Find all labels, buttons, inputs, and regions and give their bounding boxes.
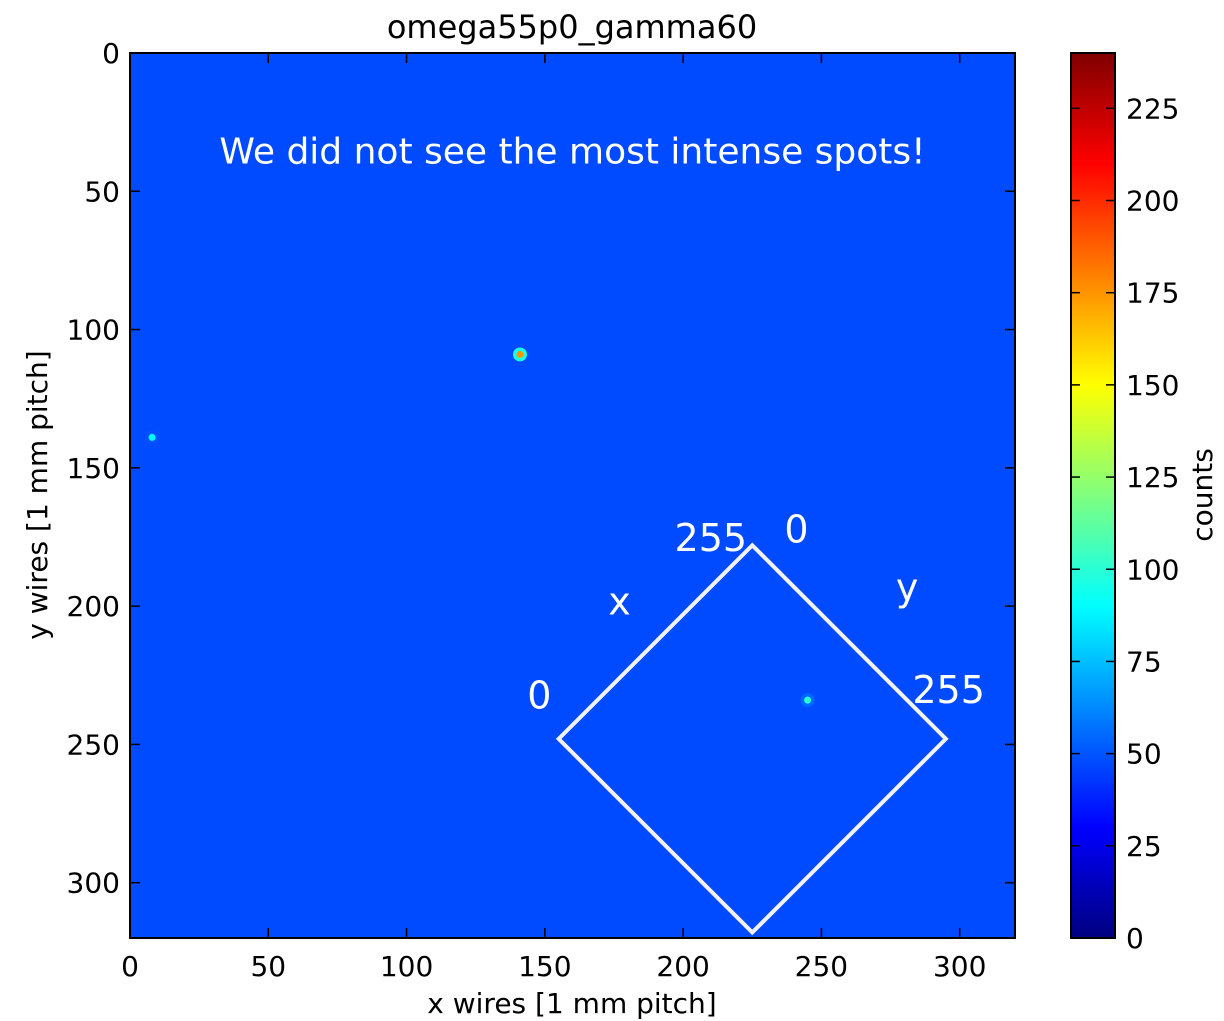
x-tick-label-3: 150 xyxy=(518,950,571,983)
x-tick-label-6: 300 xyxy=(933,950,986,983)
diamond-label-2: x xyxy=(608,579,631,623)
y-tick-label-0: 0 xyxy=(102,37,120,70)
spot-1 xyxy=(148,433,156,441)
y-axis: 0 50 100 150 200 250 300 xyxy=(67,37,1015,900)
x-tick-label-2: 100 xyxy=(380,950,433,983)
diamond-label-5: 255 xyxy=(912,668,985,712)
chart-title: omega55p0_gamma60 xyxy=(387,8,757,46)
colorbar-tick-label-4: 100 xyxy=(1126,553,1179,586)
y-axis-label: y wires [1 mm pitch] xyxy=(21,350,54,639)
spot-0 xyxy=(516,350,524,358)
diamond-label-3: y xyxy=(896,566,919,610)
colorbar-tick-label-1: 25 xyxy=(1126,830,1162,863)
colorbar-tick-label-3: 75 xyxy=(1126,645,1162,678)
annotation-layer: We did not see the most intense spots! 25… xyxy=(219,132,985,936)
x-tick-label-1: 50 xyxy=(250,950,286,983)
y-tick-label-2: 100 xyxy=(67,314,120,347)
colorbar-label: counts xyxy=(1186,448,1219,542)
x-tick-label-5: 250 xyxy=(795,950,848,983)
annotation-message: We did not see the most intense spots! xyxy=(219,132,925,173)
spot-2 xyxy=(804,696,812,704)
colorbar-ticks: 0 25 50 75 100 125 150 175 200 225 xyxy=(1071,92,1179,955)
colorbar-tick-label-0: 0 xyxy=(1126,922,1144,955)
diamond-label-4: 0 xyxy=(527,673,551,717)
x-tick-label-0: 0 xyxy=(121,950,139,983)
x-tick-label-4: 200 xyxy=(656,950,709,983)
colorbar-tick-label-8: 200 xyxy=(1126,185,1179,218)
y-tick-label-5: 250 xyxy=(67,728,120,761)
x-axis: 0 50 100 150 200 250 300 xyxy=(121,53,986,983)
detector-diamond xyxy=(555,542,949,936)
plot-frame xyxy=(129,52,1016,939)
diamond-label-1: 0 xyxy=(784,508,808,552)
plot-area xyxy=(130,53,1015,938)
colorbar-tick-label-5: 125 xyxy=(1126,461,1179,494)
diamond-label-0: 255 xyxy=(675,516,748,560)
y-tick-label-4: 200 xyxy=(67,590,120,623)
colorbar-tick-label-6: 150 xyxy=(1126,369,1179,402)
y-tick-label-3: 150 xyxy=(67,452,120,485)
x-axis-label: x wires [1 mm pitch] xyxy=(427,987,716,1020)
colorbar xyxy=(1070,52,1116,939)
colorbar-tick-label-2: 50 xyxy=(1126,738,1162,771)
y-tick-label-1: 50 xyxy=(84,175,120,208)
spots-layer xyxy=(145,347,815,708)
y-tick-label-6: 300 xyxy=(67,867,120,900)
colorbar-tick-label-7: 175 xyxy=(1126,277,1179,310)
colorbar-tick-label-9: 225 xyxy=(1126,92,1179,125)
